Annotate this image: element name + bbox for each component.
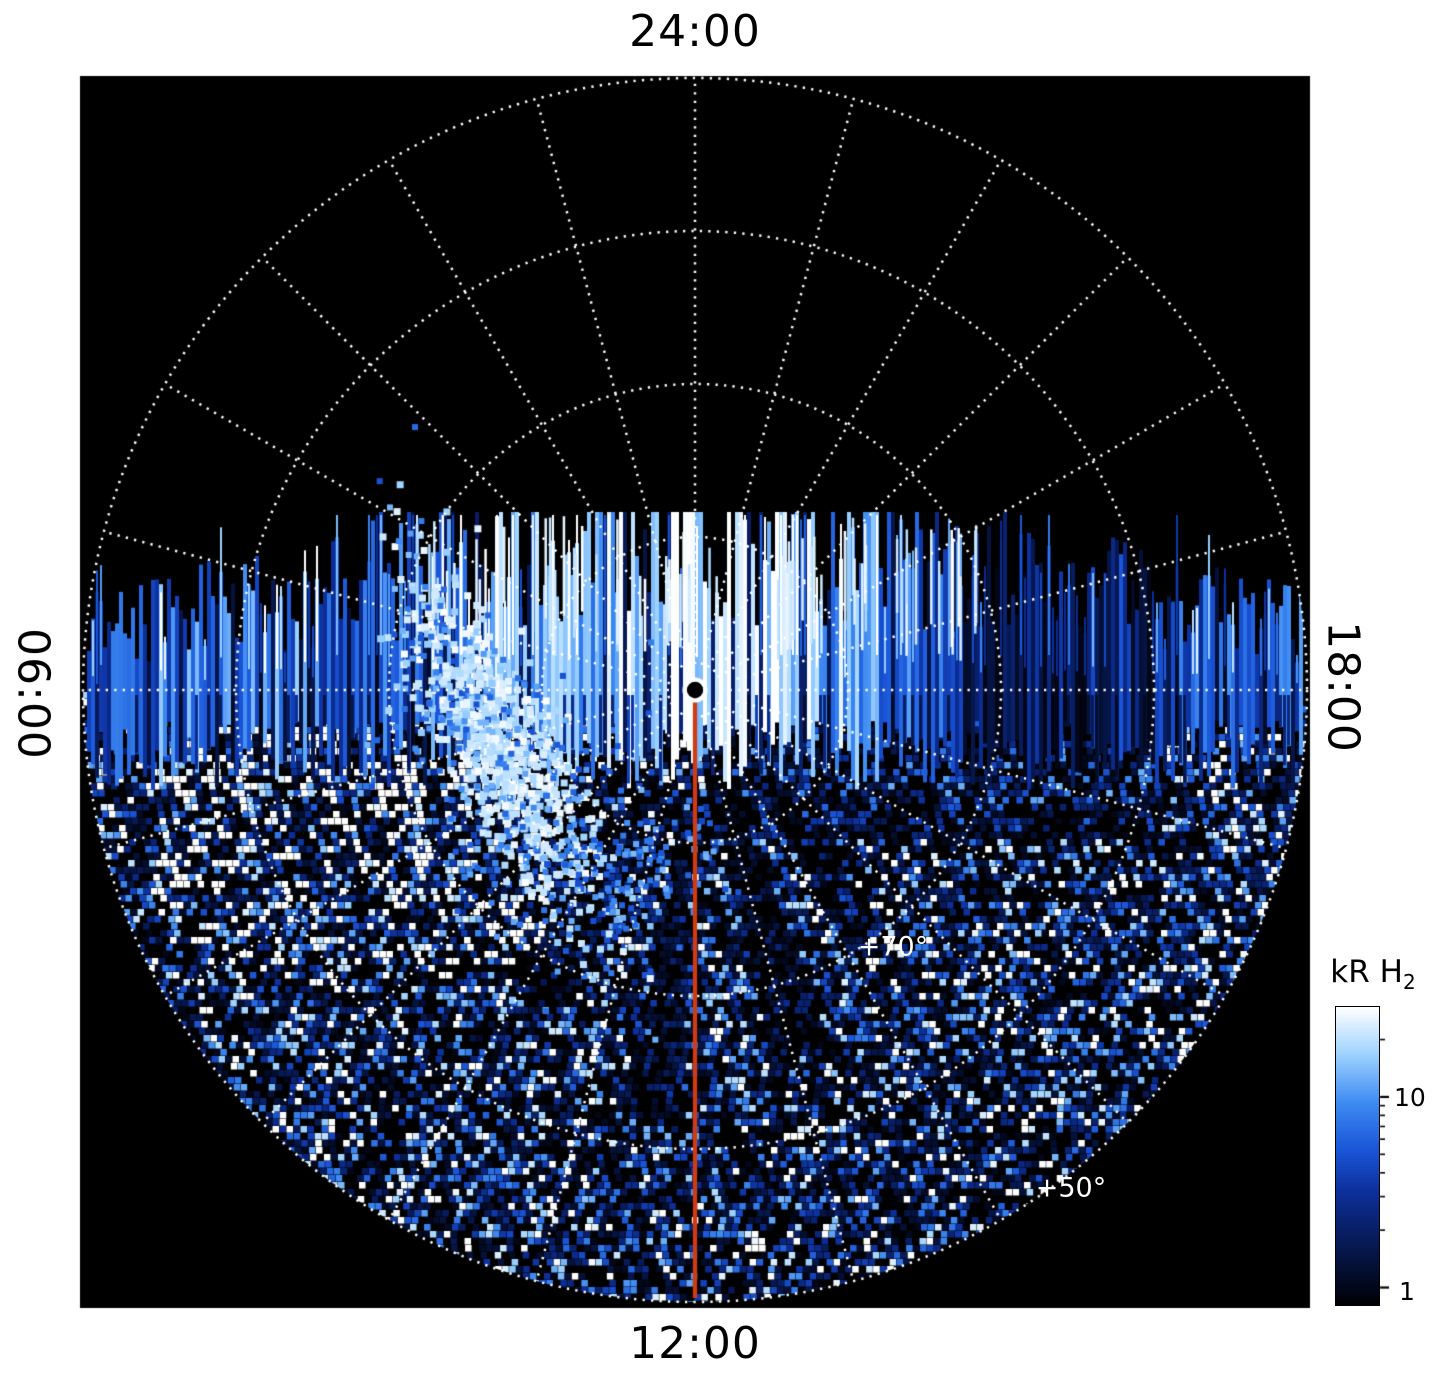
local-time-label-dawn: 06:00 <box>7 628 59 760</box>
colorbar-title-text: kR H <box>1330 954 1403 990</box>
colorbar <box>1335 1006 1380 1306</box>
local-time-label-dusk: 18:00 <box>1317 621 1369 753</box>
latitude-ring-label-50: +50° <box>1035 1172 1107 1204</box>
colorbar-tick-label-1: 1 <box>1399 1277 1415 1306</box>
colorbar-tick-label-10: 10 <box>1394 1083 1426 1112</box>
colorbar-title: kR H2 <box>1330 954 1415 994</box>
local-time-label-midnight: 24:00 <box>629 6 761 57</box>
local-time-label-noon: 12:00 <box>629 1318 761 1369</box>
colorbar-title-subscript: 2 <box>1402 970 1416 995</box>
latitude-ring-label-70: +70° <box>857 931 929 963</box>
